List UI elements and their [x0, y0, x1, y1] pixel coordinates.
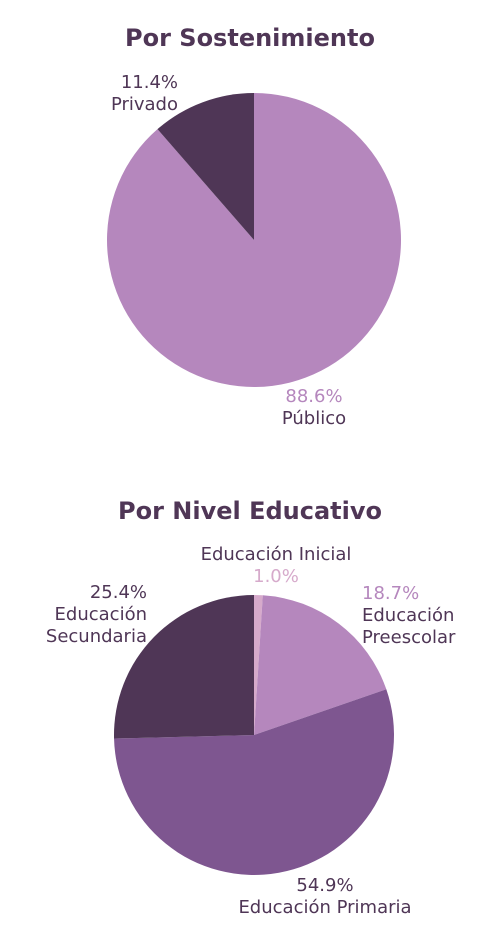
chart-sostenimiento: Por Sostenimiento 11.4% Privado 88.6% Pú… [0, 0, 500, 460]
pie-slice-educación-preescolar [254, 595, 387, 735]
pct-inicial: 1.0% [253, 566, 299, 587]
label-privado: 11.4% Privado [88, 72, 178, 116]
pie-sostenimiento [107, 93, 402, 387]
label-publico: 88.6% Público [264, 386, 364, 430]
name-privado: Privado [110, 94, 178, 115]
pct-preescolar: 18.7% [362, 583, 420, 604]
pie-slice-educación-inicial [254, 595, 263, 735]
pct-primaria: 54.9% [296, 875, 354, 896]
pie-slice-público [107, 93, 402, 387]
pie-slice-educación-secundaria [113, 595, 254, 739]
pie-nivel-educativo [113, 595, 394, 875]
name-inicial: Educación Inicial [200, 544, 352, 565]
pct-privado: 11.4% [120, 72, 178, 93]
name-preescolar: Educación Preescolar [362, 605, 456, 648]
chart-title: Por Sostenimiento [125, 24, 375, 52]
pct-publico: 88.6% [285, 386, 343, 407]
label-inicial: Educación Inicial 1.0% [176, 544, 376, 588]
chart-title: Por Nivel Educativo [118, 497, 382, 525]
name-primaria: Educación Primaria [238, 897, 412, 918]
name-publico: Público [281, 408, 347, 429]
label-secundaria: 25.4% Educación Secundaria [20, 582, 147, 648]
pie-slice-educación-primaria [114, 689, 394, 875]
chart-nivel-educativo: Por Nivel Educativo Educación Inicial 1.… [0, 470, 500, 942]
pct-secundaria: 25.4% [89, 582, 147, 603]
label-primaria: 54.9% Educación Primaria [220, 875, 430, 919]
name-secundaria: Educación Secundaria [45, 604, 147, 647]
label-preescolar: 18.7% Educación Preescolar [362, 583, 492, 649]
pie-slice-privado [157, 93, 254, 240]
